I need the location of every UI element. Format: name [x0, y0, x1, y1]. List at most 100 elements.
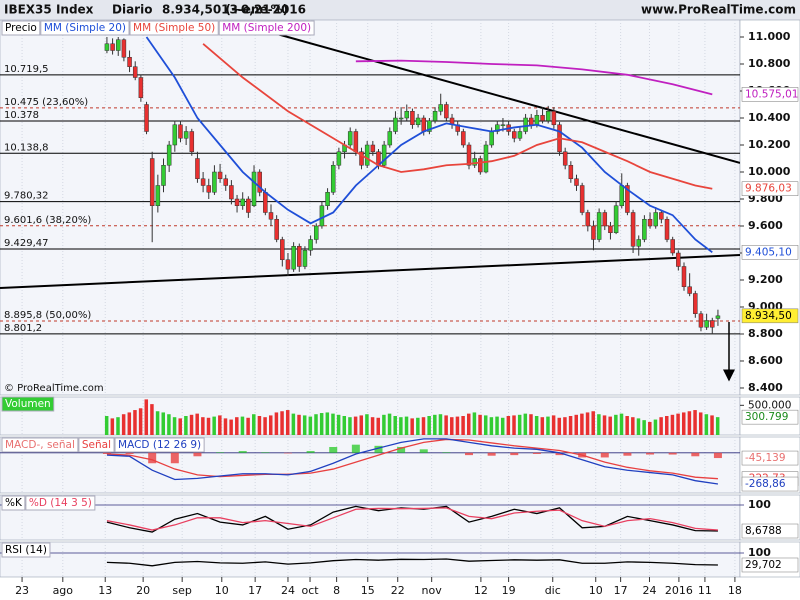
value-tag: [741, 450, 799, 466]
volume-bar: [246, 417, 250, 435]
candle-body: [568, 164, 574, 179]
indicator-line: [106, 558, 718, 567]
candle-body: [693, 293, 698, 314]
legend-box: [1, 396, 55, 412]
last-change: 8.934,50 (+0,21%): [162, 3, 288, 17]
volume-bar: [212, 416, 216, 435]
volume-bar: [302, 415, 307, 435]
x-tick-label: 8: [333, 584, 340, 597]
candle-body: [562, 151, 568, 166]
candle-body: [263, 191, 268, 213]
candle-body: [364, 144, 370, 166]
candle-body: [347, 131, 353, 146]
volume-bar: [568, 416, 573, 435]
candle-body: [223, 178, 228, 186]
volume-bar: [478, 414, 482, 435]
legend-label: RSI (14): [5, 544, 47, 556]
volume-bar: [410, 418, 414, 435]
histogram-bar: [465, 452, 474, 456]
candle-body: [438, 104, 443, 112]
level-label: 10.475 (23,60%): [4, 97, 88, 108]
moving-average: [355, 59, 713, 96]
volume-bar: [331, 413, 335, 435]
histogram-bar: [600, 452, 609, 458]
candle-body: [659, 212, 664, 220]
volume-bar: [710, 415, 714, 435]
y-tick-label: 10.200: [748, 138, 791, 151]
level-label: 10.719,5: [4, 64, 49, 75]
candle-body: [217, 171, 223, 179]
histogram-bar: [623, 452, 632, 456]
axis-bg: [739, 19, 800, 396]
trendline: [269, 31, 740, 164]
candle-body: [528, 117, 534, 126]
volume-bar: [597, 414, 601, 435]
volume-bar: [636, 418, 641, 435]
volume-bar: [291, 413, 296, 435]
legend-box: [129, 20, 219, 36]
candle-body: [670, 239, 675, 254]
level-label: 8.895,8 (50,00%): [4, 310, 91, 321]
candle-body: [704, 320, 709, 328]
volume-bar: [263, 417, 267, 435]
candle-body: [653, 212, 658, 227]
histogram-bar: [283, 452, 292, 454]
volume-bar: [178, 418, 182, 435]
candle-body: [183, 131, 189, 139]
period: Diario: [112, 3, 152, 17]
indicator-line: [106, 438, 718, 480]
histogram-bar: [646, 452, 655, 455]
candle-body: [297, 245, 302, 267]
value-tag-label: -45,139: [745, 452, 786, 464]
candle-body: [189, 131, 195, 152]
volume-bar: [285, 410, 290, 435]
volume-bar: [280, 411, 284, 435]
histogram-bar: [125, 452, 134, 454]
histogram-bar: [351, 444, 360, 453]
volume-bar: [121, 414, 126, 435]
candle-body: [172, 124, 178, 146]
y-tick-label: 8.800: [748, 327, 783, 340]
value-tag: [741, 308, 799, 324]
candle-body: [427, 120, 432, 132]
volume-bar: [444, 415, 448, 435]
candle-body: [495, 124, 500, 132]
x-tick-label: ago: [53, 584, 74, 597]
value-tag: [741, 245, 799, 260]
volume-bar: [433, 414, 437, 435]
histogram-bar: [419, 449, 428, 453]
volume-bar: [653, 419, 658, 435]
volume-bar: [376, 417, 380, 435]
histogram-bar: [170, 452, 179, 464]
volume-bar: [257, 416, 262, 435]
volume-bar: [404, 416, 409, 435]
volume-bar: [235, 417, 239, 435]
value-tag-label: 300.799: [745, 411, 788, 423]
volume-bar: [150, 404, 154, 435]
volume-bar: [438, 414, 443, 435]
candle-body: [251, 171, 257, 206]
histogram-bar: [510, 452, 519, 456]
volume-bar: [631, 417, 635, 435]
volume-bar: [382, 414, 386, 435]
legend-label: Señal: [82, 439, 111, 451]
y-tick-label: 9.600: [748, 219, 783, 232]
volume-bar: [681, 412, 686, 435]
volume-bar: [308, 416, 313, 435]
x-tick-label: 12: [474, 584, 488, 597]
x-tick-label: 15: [361, 584, 375, 597]
candle-body: [681, 266, 687, 287]
legend-label: %K: [5, 497, 23, 509]
candle-body: [393, 117, 398, 132]
candle-body: [444, 104, 449, 119]
candle-body: [234, 198, 240, 206]
volume-bar: [370, 417, 375, 435]
candle-body: [110, 43, 115, 51]
candle-body: [461, 131, 466, 146]
legend-box: [1, 437, 79, 453]
histogram-bar: [193, 452, 202, 457]
volume-bar: [240, 416, 245, 435]
candle-body: [432, 111, 438, 121]
x-tick-label: 10: [589, 584, 603, 597]
volume-bar: [359, 415, 364, 435]
